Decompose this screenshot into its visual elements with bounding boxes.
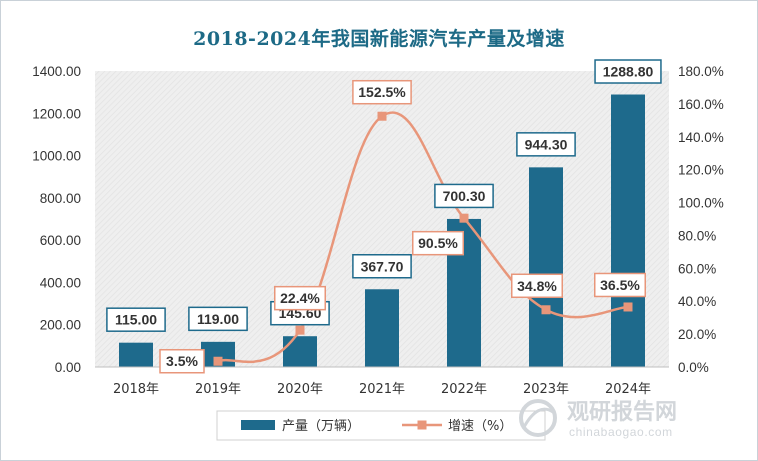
bar-value-label-4-box [434,183,494,209]
bar-value-label-3-box [352,254,412,279]
growth-marker-3 [377,111,387,121]
growth-value-label-3: 152.5% [352,79,412,105]
left-tick-label: 800.00 [40,191,81,206]
x-tick-label: 2020年 [277,382,323,397]
watermark-logo-icon [519,399,557,437]
legend-label-bar: 产量（万辆） [282,419,360,434]
growth-value-label-3-box [352,79,412,105]
right-tick-label: 40.0% [678,294,716,309]
growth-marker-6 [623,302,633,312]
bar-value-label-6: 1288.80 [594,59,662,84]
growth-value-label-3-text: 152.5% [358,84,406,100]
left-tick-label: 1200.00 [32,106,81,121]
watermark-text: 观研报告网 [567,400,677,425]
growth-value-label-1-text: 3.5% [166,353,198,369]
growth-value-label-2: 22.4% [274,285,326,311]
growth-marker-2 [295,325,305,335]
bar-value-label-5-text: 944.30 [525,136,568,152]
bar-value-label-0-box [106,307,166,332]
left-tick-label: 600.00 [40,233,81,248]
legend-swatch-bar [241,420,275,430]
growth-value-label-6-text: 36.5% [600,277,640,293]
bar-value-label-6-text: 1288.80 [603,64,654,80]
watermark-url: chinabaogao.com [569,425,673,439]
bar-value-label-1-box [188,306,248,332]
bar-value-label-1: 119.00 [188,306,248,332]
bar-value-label-3-text: 367.70 [361,258,404,274]
right-tick-label: 160.0% [678,97,724,112]
growth-value-label-4-text: 90.5% [418,235,458,251]
right-tick-label: 180.0% [678,64,724,79]
growth-marker-4 [459,213,469,223]
bar-value-label-0-text: 115.00 [115,312,157,328]
bar-value-label-5-box [516,132,576,157]
x-tick-label: 2021年 [359,382,405,397]
bar-2 [283,336,317,367]
right-tick-label: 20.0% [678,327,716,342]
growth-value-label-1-box [159,348,205,374]
growth-value-label-5: 34.8% [511,273,563,299]
left-tick-label: 400.00 [40,275,81,290]
bar-value-label-5: 944.30 [516,132,576,157]
right-tick-label: 0.0% [678,360,709,375]
x-tick-label: 2018年 [113,382,159,397]
right-tick-label: 100.0% [678,196,724,211]
x-tick-label: 2023年 [523,382,569,397]
legend-label-line: 增速（%） [448,419,512,434]
x-tick-label: 2022年 [441,382,487,397]
bar-value-label-4: 700.30 [434,183,494,209]
left-tick-label: 1400.00 [32,64,81,79]
right-tick-label: 60.0% [678,261,716,276]
bar-0 [119,342,153,367]
growth-value-label-6: 36.5% [594,272,646,298]
growth-value-label-4: 90.5% [412,230,464,256]
growth-value-label-6-box [594,272,646,298]
bar-value-label-4-text: 700.30 [443,188,486,204]
growth-value-label-5-box [511,273,563,299]
growth-value-label-2-box [274,285,326,311]
growth-value-label-5-text: 34.8% [517,278,557,294]
left-tick-label: 200.00 [40,318,81,333]
bar-6 [611,94,645,367]
watermark-logo-arc-icon [522,407,554,428]
x-tick-label: 2019年 [195,382,241,397]
growth-marker-5 [541,305,551,315]
growth-value-label-2-text: 22.4% [280,290,320,306]
bar-3 [365,289,399,367]
left-tick-label: 0.00 [55,360,81,375]
chart-title: 2018-2024年我国新能源汽车产量及增速 [193,28,565,50]
growth-value-label-4-box [412,230,464,256]
bar-value-label-3: 367.70 [352,254,412,279]
growth-value-label-1: 3.5% [159,348,205,374]
legend: 产量（万辆） 增速（%） [216,410,546,441]
left-tick-label: 1000.00 [32,149,81,164]
right-tick-label: 120.0% [678,163,724,178]
bar-5 [529,167,563,367]
bar-value-label-1-text: 119.00 [197,311,239,327]
x-tick-label: 2024年 [605,382,651,397]
legend-swatch-marker [417,420,427,430]
right-tick-label: 80.0% [678,228,716,243]
bar-value-label-6-box [594,59,662,84]
bar-value-label-0: 115.00 [106,307,166,332]
growth-marker-1 [213,356,223,366]
right-tick-label: 140.0% [678,130,724,145]
